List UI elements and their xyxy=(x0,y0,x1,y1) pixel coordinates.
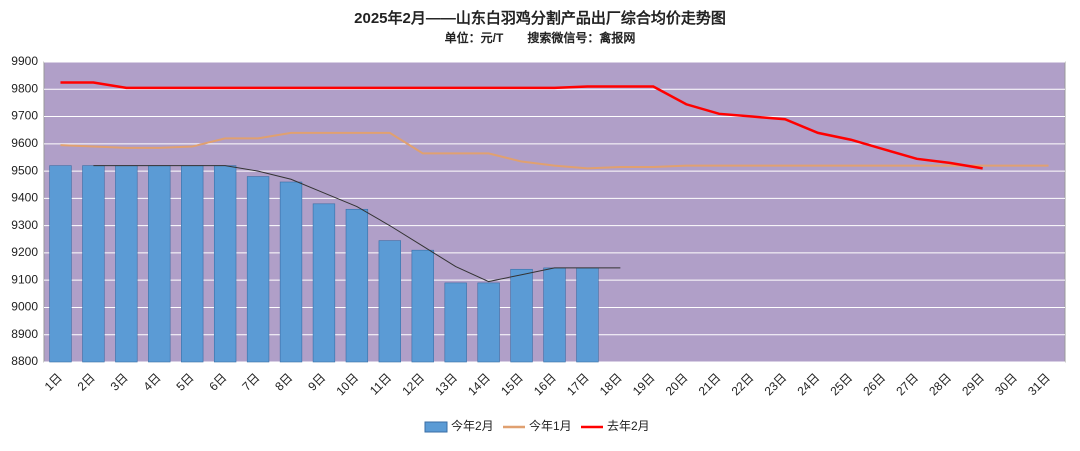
x-tick-label: 30日 xyxy=(992,370,1020,398)
bar xyxy=(411,249,434,363)
bar xyxy=(82,165,105,363)
x-tick-label: 22日 xyxy=(729,370,757,398)
bar xyxy=(148,165,171,363)
x-tick-label: 29日 xyxy=(959,370,987,398)
bar xyxy=(115,165,138,363)
x-tick-label: 6日 xyxy=(206,370,229,393)
x-tick-label: 31日 xyxy=(1025,370,1053,398)
legend-label: 今年2月 xyxy=(451,418,494,433)
y-tick-label: 9700 xyxy=(11,109,38,123)
y-tick-label: 9000 xyxy=(11,300,38,314)
y-tick-label: 9200 xyxy=(11,245,38,259)
x-tick-label: 28日 xyxy=(926,370,954,398)
y-tick-label: 8800 xyxy=(11,354,38,368)
bar xyxy=(378,240,401,363)
y-tick-label: 9400 xyxy=(11,191,38,205)
x-tick-label: 17日 xyxy=(564,370,592,398)
bar xyxy=(543,267,566,363)
legend-label: 去年2月 xyxy=(607,419,650,433)
y-tick-label: 9500 xyxy=(11,163,38,177)
x-tick-label: 21日 xyxy=(696,370,724,398)
bar xyxy=(246,176,270,363)
y-tick-label: 9100 xyxy=(11,272,38,286)
bar xyxy=(444,282,467,363)
x-tick-label: 2日 xyxy=(75,370,98,393)
y-tick-label: 8900 xyxy=(11,327,38,341)
x-tick-label: 18日 xyxy=(597,370,625,398)
x-tick-label: 13日 xyxy=(432,370,460,398)
bar xyxy=(477,282,500,363)
x-tick-label: 14日 xyxy=(465,370,493,398)
bar xyxy=(49,165,72,363)
bar xyxy=(312,203,336,363)
x-tick-label: 12日 xyxy=(399,370,427,398)
y-tick-label: 9600 xyxy=(11,136,38,150)
bar xyxy=(213,165,237,363)
bar xyxy=(279,181,303,363)
x-tick-label: 11日 xyxy=(367,370,394,397)
x-tick-label: 23日 xyxy=(762,370,790,398)
y-tick-label: 9800 xyxy=(11,81,38,95)
bar xyxy=(576,267,599,363)
chart-title: 2025年2月——山东白羽鸡分割产品出厂综合均价走势图 xyxy=(354,9,726,27)
legend-swatch xyxy=(424,421,448,433)
x-tick-label: 24日 xyxy=(795,370,823,398)
x-tick-label: 19日 xyxy=(630,370,658,398)
y-tick-label: 9900 xyxy=(11,54,38,68)
x-tick-label: 20日 xyxy=(663,370,691,398)
x-tick-label: 9日 xyxy=(305,370,328,393)
x-tick-label: 16日 xyxy=(531,370,559,398)
bar xyxy=(345,208,369,363)
x-tick-label: 10日 xyxy=(333,370,361,398)
x-tick-label: 5日 xyxy=(173,370,196,393)
legend-label: 今年1月 xyxy=(529,418,572,433)
x-tick-label: 4日 xyxy=(141,370,164,393)
chart-subtitle: 单位：元/T 搜索微信号：禽报网 xyxy=(445,30,636,45)
bar xyxy=(510,268,533,363)
x-tick-label: 1日 xyxy=(42,370,65,393)
x-tick-label: 15日 xyxy=(498,370,526,398)
line xyxy=(60,81,983,170)
x-tick-label: 25日 xyxy=(827,370,855,398)
x-tick-label: 7日 xyxy=(239,370,262,393)
line xyxy=(93,165,621,283)
x-tick-label: 26日 xyxy=(860,370,888,398)
y-tick-label: 9300 xyxy=(11,218,38,232)
x-tick-label: 8日 xyxy=(272,370,295,393)
x-tick-label: 3日 xyxy=(108,370,131,393)
bar xyxy=(181,165,204,363)
x-tick-label: 27日 xyxy=(893,370,921,398)
line xyxy=(60,131,1049,170)
